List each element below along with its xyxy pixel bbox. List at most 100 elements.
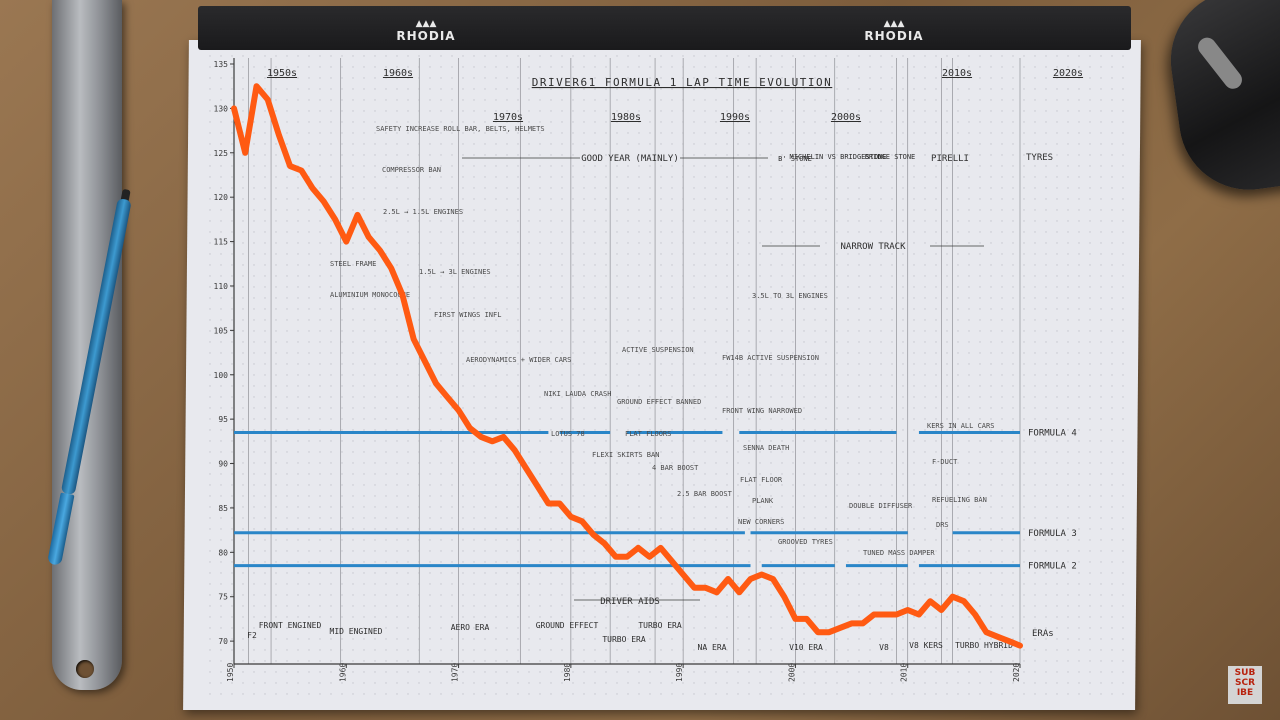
decade-label: 2010s	[942, 68, 972, 79]
subscribe-badge[interactable]: SUB SCR IBE	[1228, 666, 1262, 704]
data-point	[322, 200, 326, 203]
data-point	[1018, 644, 1022, 647]
data-point	[311, 187, 314, 190]
data-point	[827, 631, 831, 634]
era-label: TURBO ERA	[602, 635, 646, 644]
data-point	[614, 555, 617, 558]
era-label: V8	[879, 643, 889, 652]
annotation-text: GROOVED TYRES	[778, 538, 833, 546]
x-tick-label: 1950	[226, 663, 235, 682]
formula-reference-lines: FORMULA 4 FORMULA 3 FORMULA 2	[234, 428, 1077, 572]
formula-line-label: FORMULA 4	[1028, 428, 1077, 438]
x-tick-label: 2010	[900, 663, 909, 682]
era-label: AERO ERA	[451, 623, 490, 632]
annotation-text: FLEXI SKIRTS BAN	[592, 451, 659, 459]
data-point	[928, 599, 932, 603]
annotation-text: FLAT FLOORS	[625, 430, 671, 438]
data-point	[603, 542, 606, 545]
data-point	[401, 293, 404, 297]
data-point	[895, 613, 898, 616]
decade-label: 1960s	[383, 68, 413, 79]
data-point	[580, 520, 584, 523]
annotations: TYRES GOOD YEAR (MAINLY) B' STONEMICHELIN …	[247, 125, 1054, 652]
data-point	[704, 586, 707, 590]
data-point	[749, 577, 752, 581]
data-point	[985, 631, 988, 634]
annotation-text: FW14B ACTIVE SUSPENSION	[722, 354, 819, 362]
y-tick-label: 95	[218, 415, 228, 424]
annotation-text: GROUND EFFECT BANNED	[617, 398, 701, 406]
annotation-text: LOTUS 78	[551, 430, 585, 438]
data-point	[479, 435, 483, 439]
data-point	[693, 586, 696, 590]
data-point	[446, 395, 449, 399]
x-tick-label: 1980	[563, 663, 572, 682]
data-point	[491, 440, 494, 443]
annotation-text: 4 BAR BOOST	[652, 464, 699, 472]
data-point	[872, 613, 876, 616]
data-point	[884, 613, 887, 616]
y-tick-label: 115	[214, 238, 229, 247]
annotation-text: 2.5 BAR BOOST	[677, 490, 733, 498]
formula-line-label: FORMULA 3	[1028, 529, 1077, 539]
annotation-text: 2.5L → 1.5L ENGINES	[383, 208, 463, 216]
annotation-text: ALUMINIUM MONOCOQUE	[330, 291, 410, 299]
gridlines	[233, 58, 1021, 664]
y-tick-label: 70	[218, 637, 228, 646]
y-tick-label: 100	[214, 371, 229, 380]
narrow-track-label: NARROW TRACK	[840, 242, 906, 252]
data-point	[423, 360, 427, 363]
annotation-text: FLAT FLOOR	[740, 476, 783, 484]
data-point	[771, 577, 775, 581]
tyre-era-label: GOOD YEAR (MAINLY)	[581, 154, 679, 164]
data-point	[412, 338, 415, 341]
tyre-era-label: B' STONE	[778, 155, 812, 163]
data-point	[637, 546, 640, 550]
rhodia-triangles-icon: ▲▲▲	[415, 19, 437, 29]
data-point	[659, 546, 662, 550]
decade-label: 1990s	[720, 112, 750, 123]
era-label: FRONT ENGINED	[259, 621, 322, 630]
y-tick-label: 80	[218, 548, 228, 557]
logo-text: RHODIA	[396, 29, 456, 43]
data-point	[244, 151, 247, 154]
annotation-text: PLANK	[752, 497, 774, 505]
y-tick-label: 125	[214, 149, 229, 158]
data-point	[457, 409, 460, 412]
decade-label: 2000s	[831, 112, 861, 123]
era-label: V10 ERA	[789, 643, 823, 652]
x-tick-label: 1960	[338, 663, 347, 682]
y-tick-label: 75	[218, 593, 228, 602]
tyre-era-label: MICHELIN VS BRIDGESTONE	[790, 153, 887, 161]
annotation-text: NEW CORNERS	[738, 518, 784, 526]
y-tick-label: 135	[214, 60, 229, 69]
annotation-text: FRONT WING NARROWED	[722, 407, 802, 415]
annotation-text: DOUBLE DIFFUSER	[849, 502, 913, 510]
chart-title: DRIVER61 FORMULA 1 LAP TIME EVOLUTION	[532, 76, 833, 89]
data-point	[558, 502, 561, 505]
data-point	[468, 426, 471, 430]
annotation-text: TUNED MASS DAMPER	[863, 549, 935, 557]
data-point	[592, 533, 595, 536]
era-label: MID ENGINED	[330, 627, 383, 636]
data-point	[524, 466, 528, 470]
data-point	[232, 107, 236, 110]
annotation-text: FIRST WINGS INFL	[434, 311, 501, 319]
data-point	[390, 267, 393, 270]
data-point	[356, 213, 359, 217]
data-point	[378, 249, 382, 252]
era-label: F2	[247, 631, 257, 640]
decade-label: 1970s	[493, 112, 523, 123]
era-label: V8 KERS	[909, 641, 943, 650]
data-point	[962, 599, 966, 603]
axes: 70 75 80 85 90 95 100 105 110 115 120 125 130 135 1950…	[214, 58, 1083, 682]
data-point	[333, 218, 337, 221]
data-point	[535, 484, 539, 487]
data-point	[940, 608, 943, 612]
data-point	[783, 595, 786, 598]
data-point	[738, 591, 741, 594]
data-point	[715, 591, 719, 594]
data-point	[794, 617, 797, 621]
data-point	[973, 613, 977, 616]
